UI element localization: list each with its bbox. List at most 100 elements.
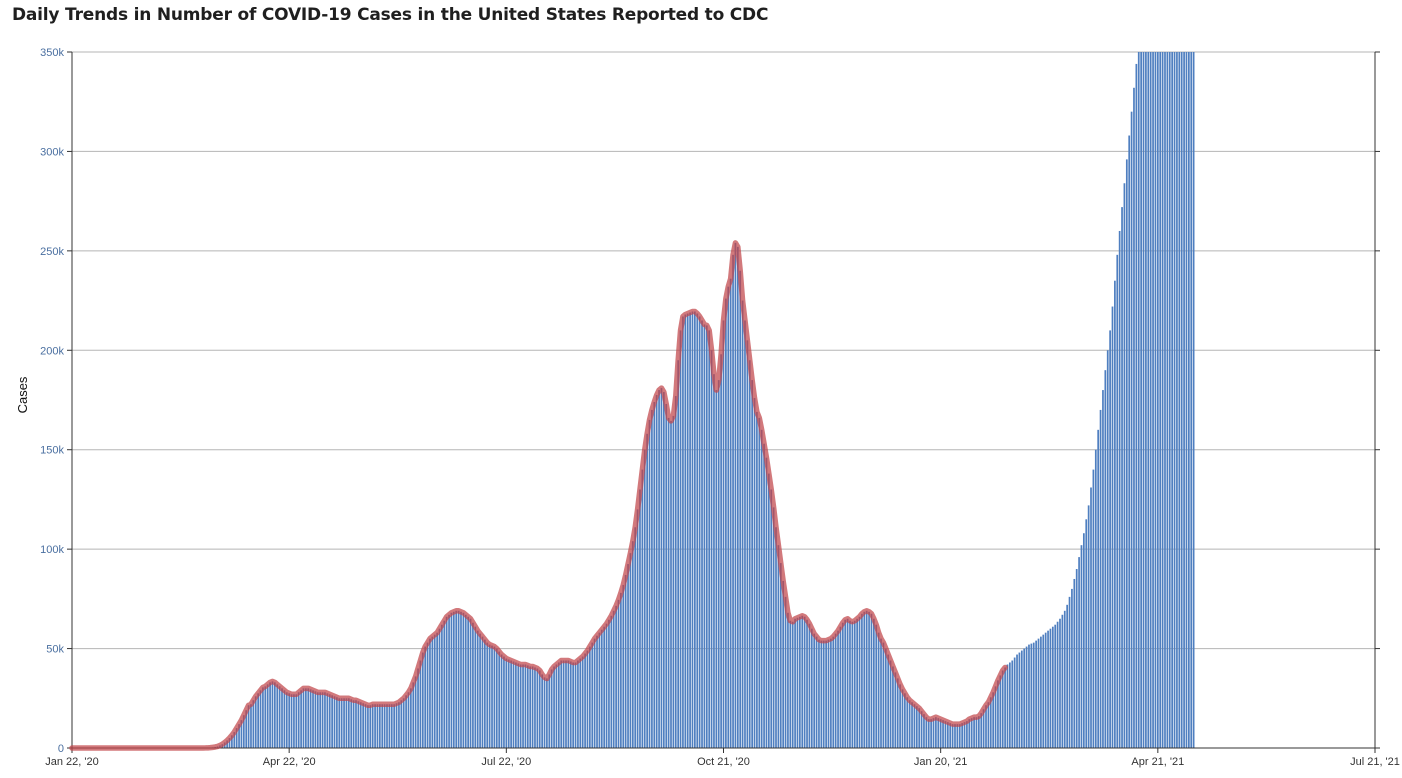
bar-day-67[interactable] (231, 735, 233, 748)
bar-day-235[interactable] (631, 541, 634, 748)
bar-day-92[interactable] (290, 694, 293, 748)
bar-day-244[interactable] (653, 401, 656, 748)
bar-day-118[interactable] (352, 700, 355, 748)
bar-day-142[interactable] (410, 688, 412, 748)
bar-day-120[interactable] (357, 701, 360, 748)
bar-day-108[interactable] (328, 694, 331, 748)
bar-day-435[interactable] (1109, 330, 1111, 748)
bar-day-260[interactable] (691, 311, 694, 748)
bar-day-76[interactable] (252, 700, 255, 748)
bar-day-156[interactable] (443, 620, 446, 748)
bar-day-416[interactable] (1063, 610, 1066, 748)
bar-day-323[interactable] (841, 622, 844, 748)
bar-day-101[interactable] (312, 690, 314, 748)
bar-day-350[interactable] (906, 697, 909, 748)
bar-day-419[interactable] (1071, 588, 1073, 748)
bar-day-72[interactable] (242, 715, 245, 748)
bar-day-239[interactable] (641, 469, 644, 748)
bar-day-159[interactable] (450, 612, 453, 748)
bar-day-82[interactable] (266, 684, 269, 748)
bar-day-176[interactable] (491, 645, 493, 748)
bar-day-284[interactable] (748, 360, 751, 748)
bar-day-295[interactable] (775, 527, 777, 748)
bar-day-84[interactable] (271, 681, 274, 748)
bar-day-444[interactable] (1130, 111, 1133, 748)
bar-day-261[interactable] (694, 311, 696, 748)
bar-day-79[interactable] (259, 690, 262, 748)
bar-day-289[interactable] (760, 429, 763, 748)
bar-day-283[interactable] (746, 340, 749, 748)
bar-day-204[interactable] (557, 662, 560, 748)
bar-day-173[interactable] (484, 639, 486, 748)
bar-day-375[interactable] (966, 721, 968, 748)
bar-day-140[interactable] (405, 695, 407, 748)
bar-day-291[interactable] (765, 457, 768, 748)
bar-day-281[interactable] (741, 300, 744, 748)
bar-day-285[interactable] (751, 380, 753, 748)
bar-day-189[interactable] (522, 664, 524, 748)
bar-day-149[interactable] (426, 642, 429, 748)
bar-day-163[interactable] (460, 611, 462, 748)
bar-day-338[interactable] (877, 632, 880, 748)
bar-day-128[interactable] (376, 704, 379, 748)
bar-day-328[interactable] (853, 620, 856, 748)
bar-day-88[interactable] (281, 688, 283, 748)
bar-day-238[interactable] (639, 489, 641, 748)
bar-day-123[interactable] (364, 704, 367, 748)
bar-day-452[interactable] (1149, 52, 1152, 748)
bar-day-248[interactable] (662, 392, 665, 748)
bar-day-327[interactable] (851, 621, 854, 748)
bar-day-99[interactable] (307, 688, 310, 748)
bar-day-379[interactable] (975, 717, 978, 748)
bar-day-368[interactable] (949, 723, 952, 748)
bar-day-75[interactable] (250, 704, 252, 748)
bar-day-206[interactable] (562, 660, 565, 749)
bar-day-387[interactable] (994, 686, 997, 748)
bar-day-263[interactable] (698, 316, 701, 748)
bar-day-264[interactable] (701, 320, 703, 748)
bar-day-205[interactable] (560, 660, 563, 749)
bar-day-147[interactable] (421, 652, 424, 748)
bar-day-405[interactable] (1037, 638, 1040, 748)
bar-day-180[interactable] (500, 654, 503, 748)
bar-day-247[interactable] (660, 388, 663, 748)
bar-day-133[interactable] (388, 704, 391, 748)
bar-day-320[interactable] (834, 633, 837, 748)
bar-day-246[interactable] (658, 390, 660, 748)
bar-day-362[interactable] (935, 717, 937, 748)
bar-day-71[interactable] (240, 720, 243, 748)
bar-day-170[interactable] (476, 630, 479, 748)
bar-day-262[interactable] (696, 313, 699, 749)
bar-day-465[interactable] (1180, 52, 1183, 748)
bar-day-116[interactable] (347, 698, 350, 748)
bar-day-257[interactable] (684, 314, 687, 748)
bar-day-146[interactable] (419, 660, 422, 749)
bar-day-74[interactable] (247, 705, 250, 748)
bar-day-451[interactable] (1147, 52, 1150, 748)
bar-day-321[interactable] (837, 630, 839, 748)
bar-day-81[interactable] (264, 686, 267, 748)
bar-day-241[interactable] (646, 433, 648, 748)
bar-day-410[interactable] (1049, 628, 1052, 748)
bar-day-411[interactable] (1051, 626, 1054, 748)
bar-day-404[interactable] (1035, 640, 1037, 748)
bar-day-369[interactable] (951, 724, 954, 748)
bar-day-104[interactable] (319, 692, 322, 748)
bar-day-199[interactable] (546, 678, 548, 748)
bar-day-93[interactable] (293, 694, 295, 748)
bar-day-223[interactable] (603, 626, 606, 748)
bar-day-78[interactable] (257, 693, 259, 748)
bar-day-312[interactable] (815, 636, 818, 748)
bar-day-457[interactable] (1161, 52, 1164, 748)
bar-day-364[interactable] (939, 719, 942, 748)
bar-day-215[interactable] (584, 653, 586, 748)
bar-day-119[interactable] (355, 700, 357, 748)
bar-day-132[interactable] (386, 704, 388, 748)
bar-day-380[interactable] (977, 716, 980, 748)
bar-day-265[interactable] (703, 324, 706, 748)
bar-day-183[interactable] (507, 659, 510, 748)
bar-day-309[interactable] (808, 623, 811, 748)
bar-day-305[interactable] (799, 616, 801, 748)
bar-day-374[interactable] (963, 722, 966, 748)
bar-day-182[interactable] (505, 658, 508, 748)
